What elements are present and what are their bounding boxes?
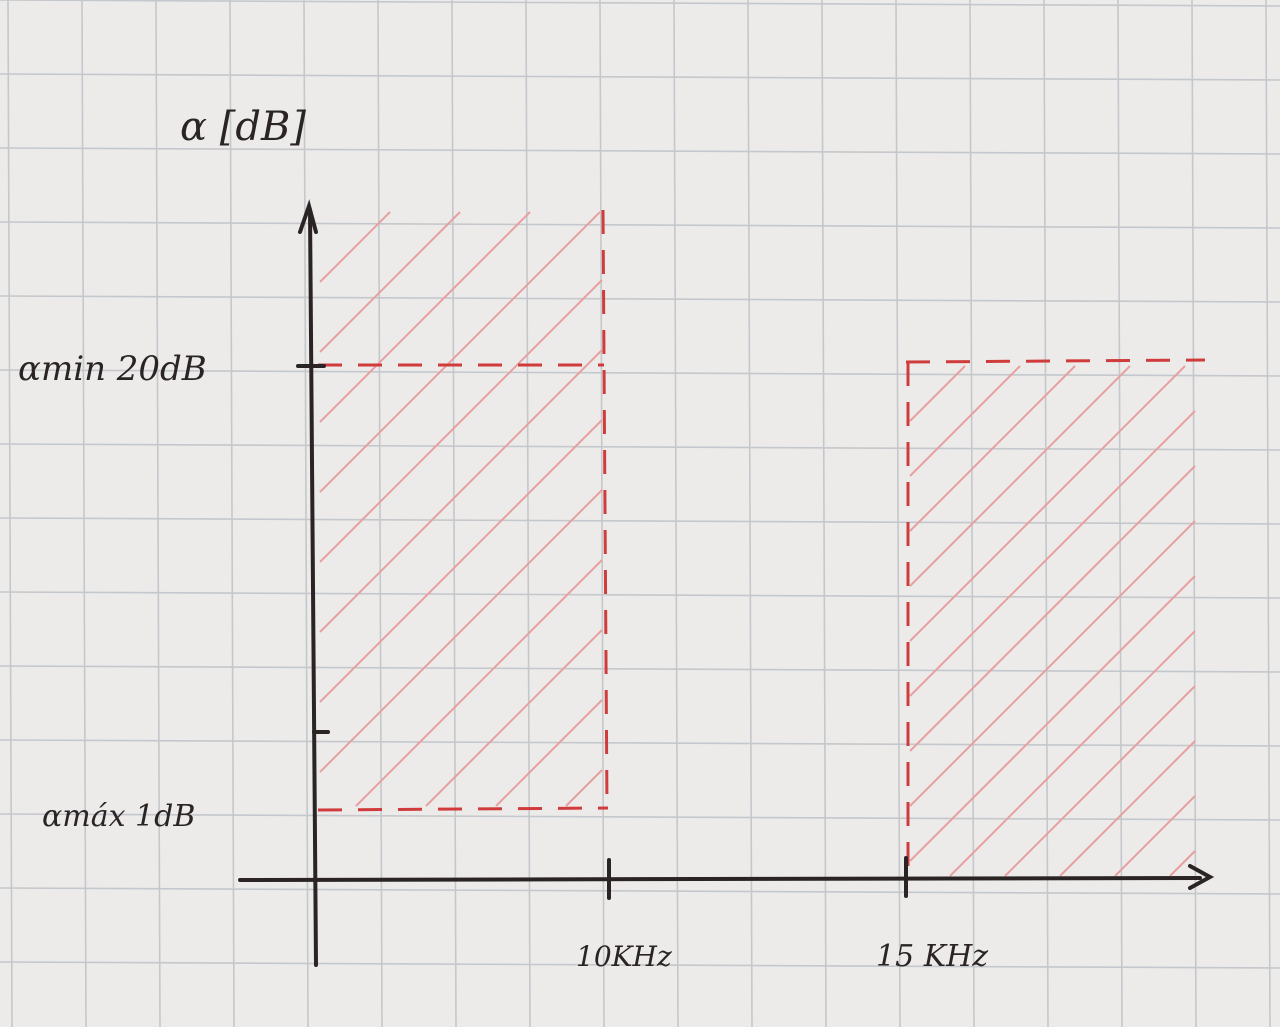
hatch-line — [909, 365, 1131, 587]
grid-line-horizontal — [0, 73, 1280, 81]
hatch-line — [565, 769, 603, 807]
hatch-line — [1169, 850, 1196, 877]
grid-line-vertical — [525, 0, 531, 1027]
grid-line-horizontal — [0, 147, 1280, 155]
grid-line-vertical — [229, 0, 235, 1027]
passband-forbidden-region — [319, 211, 603, 807]
grid-line-vertical — [377, 0, 383, 1027]
hatch-line — [909, 410, 1196, 697]
grid-line-vertical — [599, 0, 605, 1027]
grid-line-vertical — [747, 0, 753, 1027]
grid-line-horizontal — [0, 591, 1280, 599]
alpha-max-label: αmáx 1dB — [42, 799, 195, 834]
alpha-max-dashed-line — [317, 806, 609, 812]
grid-line-horizontal — [0, 0, 1280, 7]
passband-edge-dashed-line — [601, 209, 609, 809]
grid-line-horizontal — [0, 517, 1280, 525]
hatch-line — [909, 365, 1186, 642]
passband-edge-label: 10KHz — [576, 940, 672, 973]
hatch-line — [319, 211, 531, 423]
hatch-line — [319, 211, 461, 353]
grid-line-horizontal — [0, 295, 1280, 303]
hatch-line — [949, 630, 1196, 877]
alpha-min-right-dashed-line — [905, 358, 1206, 364]
grid-line-vertical — [1117, 0, 1123, 1027]
grid-line-vertical — [821, 0, 827, 1027]
grid-line-vertical — [451, 0, 457, 1027]
hatch-line — [319, 279, 603, 563]
grid-line-vertical — [895, 0, 901, 1027]
grid-line-horizontal — [0, 887, 1280, 895]
grid-line-vertical — [969, 0, 975, 1027]
hatch-line — [319, 489, 603, 773]
grid-line-horizontal — [0, 665, 1280, 673]
hatch-line — [909, 465, 1196, 752]
hatch-line — [909, 365, 1076, 532]
grid-line-horizontal — [0, 221, 1280, 229]
grid-line-vertical — [673, 0, 679, 1027]
hatch-line — [909, 365, 966, 422]
grid-line-horizontal — [0, 443, 1280, 451]
grid-line-horizontal — [0, 813, 1280, 821]
hatch-line — [319, 349, 603, 633]
stopband-forbidden-region — [909, 365, 1196, 877]
grid-line-vertical — [1043, 0, 1049, 1027]
hatch-line — [495, 699, 603, 807]
y-axis-arrowhead — [298, 199, 318, 234]
x-axis — [238, 876, 1202, 882]
grid-line-vertical — [155, 0, 161, 1027]
alpha-min-label: αmin 20dB — [18, 349, 207, 389]
grid-line-horizontal — [0, 739, 1280, 747]
hatch-line — [319, 211, 601, 493]
hatch-line — [319, 211, 391, 283]
grid-line-vertical — [81, 0, 87, 1027]
grid-line-vertical — [7, 0, 13, 1027]
y-axis-label: α [dB] — [180, 104, 306, 150]
hatch-line — [425, 629, 603, 807]
grid-line-vertical — [303, 0, 309, 1027]
hatch-line — [909, 365, 1021, 477]
grid-line-vertical — [1265, 0, 1271, 1027]
hatch-line — [355, 559, 603, 807]
grid-line-vertical — [1191, 0, 1197, 1027]
hatch-line — [319, 419, 603, 703]
stopband-edge-label: 15 KHz — [876, 939, 988, 974]
hatch-line — [909, 575, 1196, 862]
y-axis — [308, 208, 318, 967]
hatch-line — [1004, 685, 1196, 877]
x-axis-arrowhead — [1188, 864, 1215, 890]
hatch-line — [1114, 795, 1196, 877]
hatch-line — [909, 520, 1196, 807]
grid-line-horizontal — [0, 961, 1280, 969]
hatch-line — [1059, 740, 1196, 877]
